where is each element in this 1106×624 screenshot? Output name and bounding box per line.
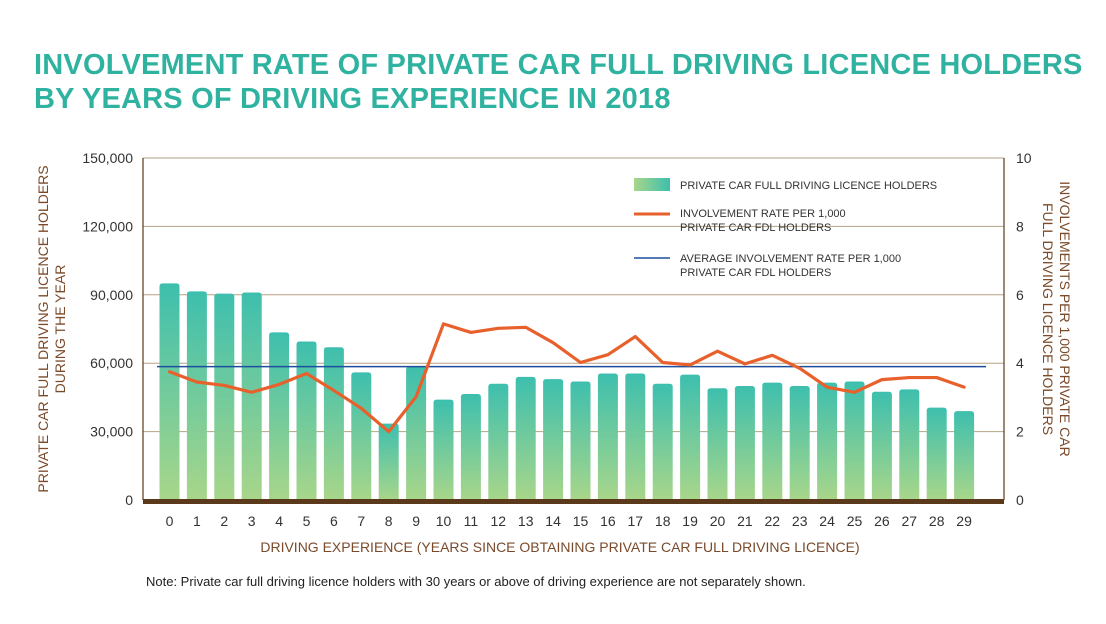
legend-label-average-line: AVERAGE INVOLVEMENT RATE PER 1,000: [680, 253, 901, 265]
x-tick-label: 9: [412, 513, 420, 529]
bar: [323, 347, 344, 500]
legend-swatch-bars: [634, 178, 670, 191]
x-tick-label: 3: [248, 513, 256, 529]
y-left-tick-label: 60,000: [90, 355, 133, 371]
y-right-axis-label-line: FULL DRIVING LICENCE HOLDERS: [1040, 203, 1056, 435]
y-left-axis-label-line: PRIVATE CAR FULL DRIVING LICENCE HOLDERS: [35, 165, 51, 492]
bar: [269, 332, 290, 500]
y-left-axis-label: PRIVATE CAR FULL DRIVING LICENCE HOLDERS…: [35, 165, 68, 492]
x-tick-label: 4: [275, 513, 283, 529]
bar: [296, 341, 317, 500]
bar: [186, 291, 207, 500]
y-left-tick-label: 150,000: [82, 150, 133, 166]
axes: 030,00060,00090,000120,000150,0000246810…: [82, 150, 1031, 529]
x-tick-label: 14: [545, 513, 561, 529]
y-right-tick-label: 0: [1016, 492, 1024, 508]
bar: [159, 283, 180, 500]
bar: [597, 373, 618, 500]
x-tick-label: 27: [902, 513, 918, 529]
x-tick-label: 1: [193, 513, 201, 529]
x-tick-label: 24: [819, 513, 835, 529]
bar: [899, 389, 920, 500]
x-tick-label: 17: [628, 513, 644, 529]
bar: [625, 373, 646, 500]
x-tick-label: 18: [655, 513, 671, 529]
x-tick-label: 5: [303, 513, 311, 529]
x-tick-label: 10: [436, 513, 452, 529]
bar: [406, 366, 427, 500]
legend-label-average-line: PRIVATE CAR FDL HOLDERS: [680, 267, 831, 279]
bar: [378, 423, 399, 500]
x-tick-label: 26: [874, 513, 890, 529]
bar: [241, 292, 262, 500]
bar: [817, 382, 838, 500]
footnote: Note: Private car full driving licence h…: [146, 574, 806, 589]
bar: [351, 372, 372, 500]
x-tick-label: 21: [737, 513, 753, 529]
rate-line-series: [167, 322, 966, 434]
legend-label-rate-line: INVOLVEMENT RATE PER 1,000: [680, 208, 846, 220]
x-axis: [143, 499, 1004, 504]
y-right-tick-label: 2: [1016, 424, 1024, 440]
x-tick-label: 15: [573, 513, 589, 529]
y-right-tick-label: 4: [1016, 355, 1024, 371]
y-right-tick-label: 10: [1016, 150, 1032, 166]
bar: [871, 391, 892, 500]
bar: [954, 411, 975, 500]
bar: [515, 376, 536, 500]
bar: [488, 383, 509, 500]
x-tick-label: 8: [385, 513, 393, 529]
chart-title: INVOLVEMENT RATE OF PRIVATE CAR FULL DRI…: [34, 48, 1083, 116]
bar: [433, 399, 454, 500]
y-left-tick-label: 90,000: [90, 287, 133, 303]
y-left-tick-label: 30,000: [90, 424, 133, 440]
bar: [570, 381, 591, 500]
bar: [789, 386, 810, 500]
chart-title-line-1: INVOLVEMENT RATE OF PRIVATE CAR FULL DRI…: [34, 49, 1083, 81]
y-left-tick-label: 120,000: [82, 218, 133, 234]
x-tick-label: 16: [600, 513, 616, 529]
bar: [926, 407, 947, 500]
bar: [707, 388, 728, 500]
legend: PRIVATE CAR FULL DRIVING LICENCE HOLDERS…: [634, 178, 937, 279]
legend-label-rate-line: PRIVATE CAR FDL HOLDERS: [680, 222, 831, 234]
x-tick-label: 19: [682, 513, 698, 529]
bar-series: [159, 283, 975, 500]
axis-labels: DRIVING EXPERIENCE (YEARS SINCE OBTAININ…: [35, 165, 1073, 555]
x-tick-label: 7: [357, 513, 365, 529]
x-tick-label: 0: [166, 513, 174, 529]
bar: [844, 381, 865, 500]
bar: [734, 386, 755, 500]
y-right-tick-label: 6: [1016, 287, 1024, 303]
y-left-axis-label-line: DURING THE YEAR: [52, 265, 68, 394]
bar: [214, 293, 235, 500]
x-tick-label: 29: [956, 513, 972, 529]
x-tick-label: 25: [847, 513, 863, 529]
involvement-rate-line: [167, 322, 966, 434]
x-tick-label: 20: [710, 513, 726, 529]
chart-title-line-2: BY YEARS OF DRIVING EXPERIENCE IN 2018: [34, 83, 671, 115]
x-axis-label: DRIVING EXPERIENCE (YEARS SINCE OBTAININ…: [260, 539, 859, 555]
x-tick-label: 2: [220, 513, 228, 529]
y-right-tick-label: 8: [1016, 218, 1024, 234]
chart-canvas: 030,00060,00090,000120,000150,0000246810…: [35, 150, 1073, 555]
legend-label-bars: PRIVATE CAR FULL DRIVING LICENCE HOLDERS: [680, 180, 937, 192]
x-tick-label: 22: [765, 513, 781, 529]
x-tick-label: 6: [330, 513, 338, 529]
x-tick-label: 11: [464, 513, 479, 529]
x-tick-label: 13: [518, 513, 534, 529]
bar: [543, 379, 564, 500]
y-left-tick-label: 0: [125, 492, 133, 508]
x-tick-label: 23: [792, 513, 808, 529]
bar: [460, 393, 481, 500]
bar: [762, 382, 783, 500]
y-right-axis-label-line: INVOLVEMENTS PER 1,000 PRIVATE CAR: [1057, 181, 1073, 456]
x-tick-label: 12: [491, 513, 507, 529]
x-tick-label: 28: [929, 513, 945, 529]
bar: [680, 374, 701, 500]
bar: [652, 383, 673, 500]
